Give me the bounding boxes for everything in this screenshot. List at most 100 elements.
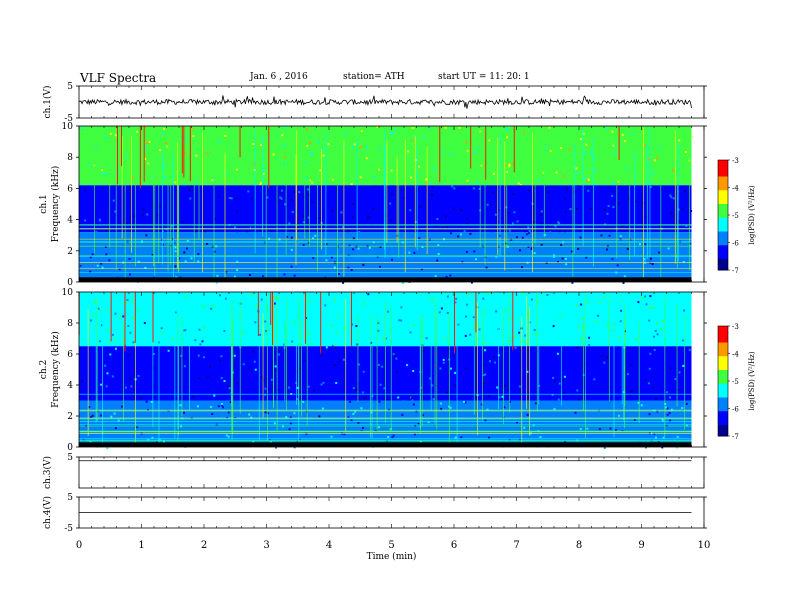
psd-cell bbox=[460, 209, 463, 211]
psd-cell bbox=[658, 146, 661, 149]
colorbar-step bbox=[718, 337, 728, 341]
psd-cell bbox=[600, 355, 603, 357]
psd-cell bbox=[449, 232, 452, 235]
psd-cell bbox=[578, 372, 581, 374]
psd-cell bbox=[280, 197, 283, 200]
psd-cell bbox=[112, 199, 115, 202]
psd-cell bbox=[576, 389, 579, 392]
psd-cell bbox=[296, 386, 299, 389]
psd-cell bbox=[484, 310, 487, 313]
psd-cell bbox=[326, 351, 329, 354]
psd-cell bbox=[682, 364, 685, 367]
psd-cell bbox=[367, 293, 370, 296]
psd-cell bbox=[631, 133, 634, 135]
psd-cell bbox=[169, 295, 172, 298]
psd-cell bbox=[244, 377, 247, 379]
psd-cell bbox=[419, 206, 422, 209]
psd-cell bbox=[105, 230, 108, 233]
psd-cell bbox=[289, 422, 292, 425]
psd-cell bbox=[354, 229, 357, 232]
psd-cell bbox=[681, 208, 684, 211]
psd-cell bbox=[603, 446, 606, 449]
psd-cell bbox=[346, 230, 349, 233]
psd-cell bbox=[670, 212, 673, 215]
psd-cell bbox=[645, 215, 648, 218]
psd-cell bbox=[472, 187, 475, 190]
psd-cell bbox=[368, 246, 371, 249]
psd-cell bbox=[391, 258, 393, 261]
psd-cell bbox=[127, 354, 130, 357]
psd-cell bbox=[198, 377, 200, 379]
psd-cell bbox=[96, 264, 99, 267]
psd-cell bbox=[337, 273, 340, 275]
psd-cell bbox=[605, 127, 608, 130]
psd-cell bbox=[292, 321, 295, 324]
psd-cell bbox=[466, 293, 469, 296]
psd-cell bbox=[630, 312, 633, 315]
colorbar-step bbox=[718, 411, 728, 415]
psd-cell bbox=[423, 182, 426, 185]
psd-cell bbox=[494, 221, 497, 223]
psd-cell bbox=[492, 191, 495, 194]
psd-cell bbox=[359, 396, 362, 399]
colorbar-step bbox=[718, 326, 728, 330]
psd-cell bbox=[578, 325, 580, 328]
colorbar-step bbox=[718, 267, 728, 271]
psd-cell bbox=[322, 381, 325, 384]
psd-cell bbox=[562, 325, 565, 328]
psd-cell bbox=[264, 393, 267, 396]
ytick-label: 0 bbox=[67, 278, 73, 288]
psd-cell bbox=[691, 136, 694, 138]
psd-cell bbox=[503, 406, 506, 409]
psd-cell bbox=[225, 172, 228, 175]
psd-cell bbox=[460, 265, 463, 268]
psd-cell bbox=[393, 139, 396, 142]
psd-cell bbox=[265, 306, 268, 309]
psd-cell bbox=[143, 126, 146, 129]
psd-cell bbox=[165, 142, 167, 145]
psd-cell bbox=[392, 353, 395, 356]
psd-cell bbox=[414, 220, 417, 223]
psd-cell bbox=[387, 352, 390, 355]
psd-cell bbox=[286, 235, 289, 238]
psd-cell bbox=[358, 231, 361, 233]
psd-cell bbox=[516, 302, 519, 305]
psd-cell bbox=[519, 184, 522, 186]
psd-cell bbox=[557, 392, 560, 395]
psd-cell bbox=[538, 150, 541, 153]
psd-cell bbox=[141, 142, 144, 145]
psd-cell bbox=[667, 415, 670, 418]
psd-cell bbox=[565, 263, 568, 266]
psd-cell bbox=[595, 319, 598, 322]
psd-cell bbox=[429, 181, 432, 184]
psd-cell bbox=[343, 433, 346, 436]
psd-cell bbox=[436, 218, 439, 220]
psd-cell bbox=[352, 248, 354, 251]
psd-cell bbox=[623, 435, 626, 438]
psd-cell bbox=[457, 203, 460, 206]
colorbar-step bbox=[718, 359, 728, 363]
psd-cell bbox=[113, 339, 116, 341]
colorbar-step bbox=[718, 361, 728, 365]
lf-band bbox=[79, 442, 692, 447]
psd-cell bbox=[131, 188, 134, 191]
psd-cell bbox=[236, 260, 239, 263]
psd-cell bbox=[84, 189, 87, 192]
psd-cell bbox=[457, 323, 460, 326]
psd-cell bbox=[89, 155, 92, 158]
psd-cell bbox=[647, 382, 650, 385]
colorbar-step bbox=[718, 348, 728, 352]
psd-cell bbox=[498, 245, 500, 248]
psd-cell bbox=[308, 299, 311, 302]
psd-cell bbox=[483, 374, 485, 377]
psd-cell bbox=[496, 386, 499, 389]
psd-cell bbox=[606, 248, 608, 251]
psd-cell bbox=[114, 312, 117, 315]
psd-cell bbox=[271, 402, 274, 405]
colorbar-step bbox=[718, 162, 728, 166]
psd-cell bbox=[619, 320, 622, 323]
psd-cell bbox=[579, 428, 582, 431]
psd-cell bbox=[319, 169, 322, 172]
psd-cell bbox=[562, 391, 565, 394]
